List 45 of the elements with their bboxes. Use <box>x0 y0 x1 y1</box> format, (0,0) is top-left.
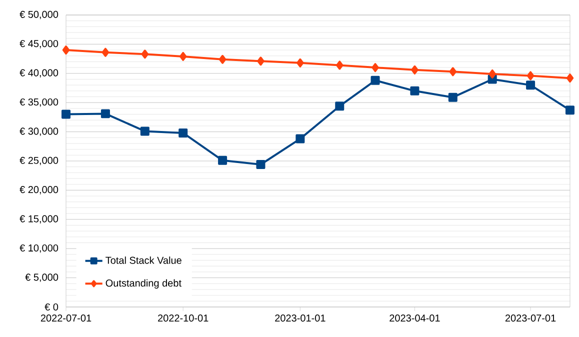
point <box>372 63 379 72</box>
point <box>370 76 380 85</box>
y-tick-label: € 10,000 <box>20 244 58 253</box>
point <box>336 60 344 70</box>
x-tick-label: 2022-07-01 <box>40 314 92 322</box>
point <box>256 160 266 169</box>
y-tick-label: € 35,000 <box>20 98 58 107</box>
point <box>448 92 458 102</box>
point <box>62 46 70 55</box>
y-tick-label: € 50,000 <box>20 10 58 20</box>
point <box>526 80 536 90</box>
point <box>218 54 226 64</box>
y-tick-label: € 45,000 <box>20 40 58 48</box>
legend-label: Outstanding debt <box>106 279 182 289</box>
y-tick-label: € 30,000 <box>20 128 58 136</box>
point <box>62 110 71 119</box>
point <box>449 67 457 76</box>
point <box>565 106 574 115</box>
point <box>526 71 534 80</box>
y-tick-label: € 40,000 <box>20 69 58 78</box>
x-tick-label: 2023-04-01 <box>390 314 440 322</box>
x-tick-label: 2022-10-01 <box>158 314 208 322</box>
point <box>100 109 110 118</box>
point <box>335 102 344 111</box>
point <box>410 86 420 96</box>
point <box>296 134 305 144</box>
point <box>102 48 110 57</box>
point <box>566 74 574 83</box>
point <box>411 65 418 74</box>
y-tick-label: € 15,000 <box>20 215 58 224</box>
point <box>140 126 150 136</box>
point <box>257 56 264 66</box>
point <box>488 69 496 78</box>
y-tick-label: € 5,000 <box>25 274 58 282</box>
x-tick-label: 2023-01-01 <box>275 314 326 322</box>
y-tick-label: € 20,000 <box>20 186 58 194</box>
point <box>218 156 228 165</box>
y-tick-label: € 0 <box>44 303 58 311</box>
x-tick-label: 2023-07-01 <box>505 314 556 322</box>
y-tick-label: € 25,000 <box>20 156 58 166</box>
point <box>141 50 149 59</box>
point <box>178 128 188 138</box>
legend-label: Total Stack Value <box>106 256 182 264</box>
point <box>296 58 304 68</box>
point <box>179 52 187 61</box>
